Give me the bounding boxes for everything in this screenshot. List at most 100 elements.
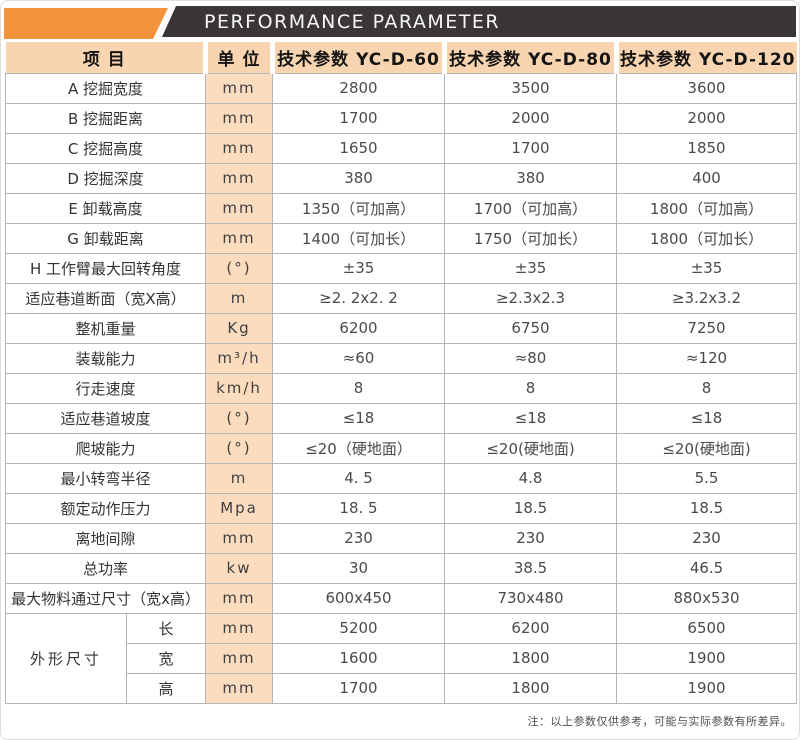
dimension-group-label: 外形尺寸 <box>5 612 127 704</box>
value-yc-d-120: ≤20(硬地面) <box>616 432 798 464</box>
value-yc-d-120: 1800（可加高） <box>616 192 798 224</box>
value-yc-d-120: 1800（可加长） <box>616 222 798 254</box>
spec-table: 项 目 单 位 技术参数 YC-D-60 技术参数 YC-D-80 技术参数 Y… <box>4 42 798 704</box>
value-yc-d-120: ≤18 <box>616 402 798 434</box>
unit-cell: mm <box>205 72 274 104</box>
value-yc-d-120: 3600 <box>616 72 798 104</box>
table-row: D 挖掘深度 mm 380 380 400 <box>4 162 798 194</box>
value-yc-d-80: 2000 <box>444 102 618 134</box>
value-yc-d-80: ±35 <box>444 252 618 284</box>
table-row: 外形尺寸长 mm 5200 6200 6500 <box>5 612 798 704</box>
value-yc-d-80: 1800 <box>444 642 618 674</box>
table-row: H 工作臂最大回转角度 (°) ±35 ±35 ±35 <box>4 252 798 284</box>
unit-cell: mm <box>205 672 274 704</box>
unit-cell: m <box>205 462 274 494</box>
value-yc-d-120: 46.5 <box>616 552 798 584</box>
value-yc-d-60: 1650 <box>272 132 446 164</box>
banner-orange-accent <box>4 8 168 39</box>
table-row: 高 mm 1700 1800 1900 <box>6 672 798 704</box>
value-yc-d-80: 1700 <box>444 132 618 164</box>
item-label: 整机重量 <box>4 312 207 344</box>
value-yc-d-80: 1700（可加高） <box>444 192 618 224</box>
col-header-item: 项 目 <box>5 42 206 74</box>
value-yc-d-120: 400 <box>616 162 798 194</box>
table-row: 整机重量 Kg 6200 6750 7250 <box>4 312 798 344</box>
table-row: 最大物料通过尺寸（宽x高） mm 600x450 730x480 880x530 <box>4 582 798 614</box>
header-row: 项 目 单 位 技术参数 YC-D-60 技术参数 YC-D-80 技术参数 Y… <box>5 42 797 74</box>
footnote: 注：以上参数仅供参考，可能与实际参数有所差异。 <box>527 715 792 728</box>
item-label: 最大物料通过尺寸（宽x高） <box>4 582 207 614</box>
item-label: 最小转弯半径 <box>4 462 207 494</box>
item-label: 装载能力 <box>4 342 207 374</box>
value-yc-d-60: 1700 <box>272 672 446 704</box>
value-yc-d-60: 1700 <box>272 102 446 134</box>
value-yc-d-120: 880x530 <box>616 582 798 614</box>
item-label: D 挖掘深度 <box>4 162 207 194</box>
dimension-sub-label: 长 <box>125 612 207 644</box>
table-row: G 卸载距离 mm 1400（可加长） 1750（可加长） 1800（可加长） <box>4 222 798 254</box>
value-yc-d-60: 230 <box>272 522 446 554</box>
unit-cell: m³/h <box>205 342 274 374</box>
value-yc-d-80: 230 <box>444 522 618 554</box>
unit-cell: m <box>205 282 274 314</box>
unit-cell: mm <box>205 642 274 674</box>
item-label: 额定动作压力 <box>4 492 207 524</box>
value-yc-d-80: 1800 <box>444 672 618 704</box>
unit-cell: (°) <box>205 402 274 434</box>
unit-cell: mm <box>205 522 274 554</box>
table-row: 宽 mm 1600 1800 1900 <box>6 642 798 674</box>
value-yc-d-80: 6750 <box>444 312 618 344</box>
item-label: B 挖掘距离 <box>4 102 207 134</box>
value-yc-d-80: 380 <box>444 162 618 194</box>
value-yc-d-60: 1400（可加长） <box>272 222 446 254</box>
table-row: 总功率 kw 30 38.5 46.5 <box>4 552 798 584</box>
value-yc-d-60: ≈60 <box>272 342 446 374</box>
value-yc-d-60: ≤18 <box>272 402 446 434</box>
value-yc-d-80: ≤20(硬地面) <box>444 432 618 464</box>
value-yc-d-80: 730x480 <box>444 582 618 614</box>
value-yc-d-120: 7250 <box>616 312 798 344</box>
value-yc-d-60: ≥2. 2x2. 2 <box>272 282 446 314</box>
value-yc-d-120: 1900 <box>616 672 798 704</box>
item-label: H 工作臂最大回转角度 <box>4 252 207 284</box>
table-row: A 挖掘宽度 mm 2800 3500 3600 <box>4 72 798 104</box>
unit-cell: Mpa <box>205 492 274 524</box>
value-yc-d-60: ±35 <box>272 252 446 284</box>
unit-cell: kw <box>205 552 274 584</box>
table-row: B 挖掘距离 mm 1700 2000 2000 <box>4 102 798 134</box>
item-label: G 卸载距离 <box>4 222 207 254</box>
dimension-sub-label: 宽 <box>125 642 207 674</box>
item-label: 总功率 <box>4 552 207 584</box>
value-yc-d-120: ≈120 <box>616 342 798 374</box>
value-yc-d-60: 600x450 <box>272 582 446 614</box>
unit-cell: mm <box>205 222 274 254</box>
item-label: E 卸载高度 <box>4 192 207 224</box>
value-yc-d-120: 1850 <box>616 132 798 164</box>
value-yc-d-120: 8 <box>616 372 798 404</box>
table-row: C 挖掘高度 mm 1650 1700 1850 <box>4 132 798 164</box>
table-row: 离地间隙 mm 230 230 230 <box>4 522 798 554</box>
item-label: 离地间隙 <box>4 522 207 554</box>
value-yc-d-80: 6200 <box>444 612 618 644</box>
unit-cell: mm <box>205 102 274 134</box>
dimension-sub-label: 高 <box>125 672 207 704</box>
value-yc-d-60: 5200 <box>272 612 446 644</box>
unit-cell: mm <box>205 132 274 164</box>
value-yc-d-120: 2000 <box>616 102 798 134</box>
value-yc-d-80: 3500 <box>444 72 618 104</box>
value-yc-d-60: 4. 5 <box>272 462 446 494</box>
unit-cell: mm <box>205 192 274 224</box>
value-yc-d-60: 1600 <box>272 642 446 674</box>
unit-cell: mm <box>205 162 274 194</box>
spec-table-header: 项 目 单 位 技术参数 YC-D-60 技术参数 YC-D-80 技术参数 Y… <box>5 42 797 74</box>
unit-cell: mm <box>205 582 274 614</box>
item-label: 爬坡能力 <box>4 432 207 464</box>
value-yc-d-80: 1750（可加长） <box>444 222 618 254</box>
value-yc-d-120: ≥3.2x3.2 <box>616 282 798 314</box>
col-header-yc-d-80: 技术参数 YC-D-80 <box>442 42 617 74</box>
table-row: 装载能力 m³/h ≈60 ≈80 ≈120 <box>4 342 798 374</box>
value-yc-d-120: 5.5 <box>616 462 798 494</box>
value-yc-d-120: 6500 <box>616 612 798 644</box>
item-label: 行走速度 <box>4 372 207 404</box>
